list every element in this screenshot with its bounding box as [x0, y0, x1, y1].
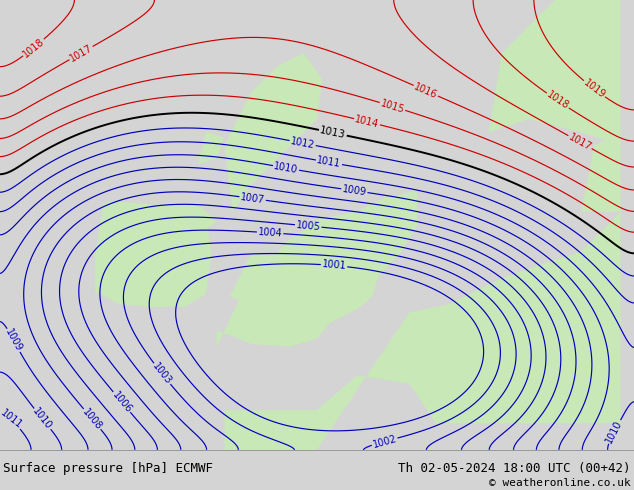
Text: 1010: 1010	[31, 406, 54, 432]
Text: 1010: 1010	[273, 161, 299, 175]
Text: Surface pressure [hPa] ECMWF: Surface pressure [hPa] ECMWF	[3, 462, 213, 475]
Text: 1009: 1009	[342, 184, 367, 197]
Text: 1010: 1010	[604, 418, 624, 445]
Polygon shape	[158, 204, 217, 238]
Polygon shape	[95, 201, 211, 307]
Text: 1006: 1006	[110, 390, 134, 415]
Polygon shape	[278, 93, 304, 111]
Text: 1001: 1001	[321, 260, 347, 271]
Text: 1009: 1009	[3, 327, 24, 353]
Polygon shape	[217, 191, 417, 346]
Polygon shape	[230, 254, 296, 310]
Text: 1018: 1018	[21, 36, 46, 59]
Text: 1015: 1015	[379, 98, 406, 115]
Text: 1011: 1011	[316, 155, 342, 170]
Polygon shape	[581, 132, 621, 212]
Text: © weatheronline.co.uk: © weatheronline.co.uk	[489, 478, 631, 488]
Polygon shape	[489, 0, 621, 146]
Text: Th 02-05-2024 18:00 UTC (00+42): Th 02-05-2024 18:00 UTC (00+42)	[398, 462, 631, 475]
Text: 1005: 1005	[295, 220, 321, 232]
Polygon shape	[198, 132, 224, 164]
Text: 1016: 1016	[413, 81, 439, 100]
Text: 1011: 1011	[0, 408, 24, 431]
Text: 1017: 1017	[567, 132, 593, 152]
Text: 1014: 1014	[354, 114, 380, 129]
Text: 1012: 1012	[290, 136, 316, 150]
Text: 1003: 1003	[150, 361, 174, 387]
Polygon shape	[224, 53, 322, 212]
Text: 1018: 1018	[545, 90, 571, 112]
Text: 1013: 1013	[319, 125, 347, 140]
Text: 1017: 1017	[68, 43, 94, 64]
Text: 1002: 1002	[372, 434, 398, 450]
Text: 1004: 1004	[257, 227, 283, 239]
Polygon shape	[224, 212, 621, 450]
Text: 1019: 1019	[581, 77, 607, 100]
Text: 1008: 1008	[81, 407, 104, 432]
Text: 1007: 1007	[240, 192, 266, 205]
